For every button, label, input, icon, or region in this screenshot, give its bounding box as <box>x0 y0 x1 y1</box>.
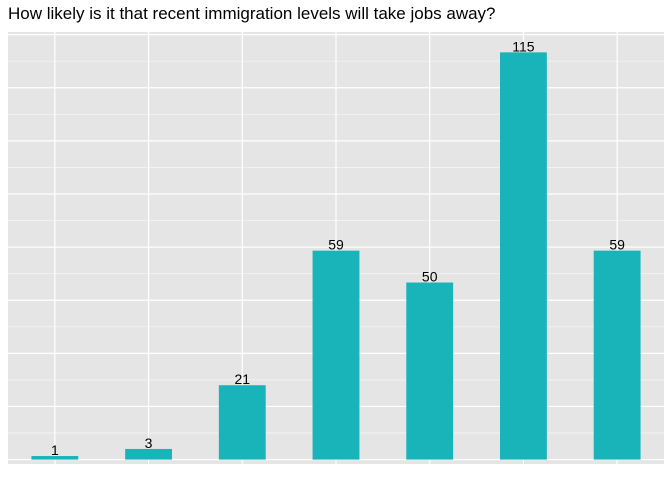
bar <box>593 250 641 460</box>
bar <box>312 250 360 460</box>
bar <box>500 52 547 460</box>
bar <box>31 456 79 460</box>
bar-value-label: 59 <box>328 237 344 253</box>
bar-value-label: 21 <box>234 371 250 387</box>
chart-title: How likely is it that recent immigration… <box>8 4 496 23</box>
bar <box>406 282 454 460</box>
bar-value-label: 115 <box>512 38 535 54</box>
bar-value-label: 50 <box>422 269 438 285</box>
bar-value-label: 59 <box>609 237 625 253</box>
bar-value-label: 1 <box>51 442 59 458</box>
bar-series <box>31 52 641 460</box>
bar <box>125 448 172 460</box>
data-labels: 1 3 21 59 50 115 59 <box>51 38 625 458</box>
bar <box>218 385 266 460</box>
bar-value-label: 3 <box>145 435 153 451</box>
